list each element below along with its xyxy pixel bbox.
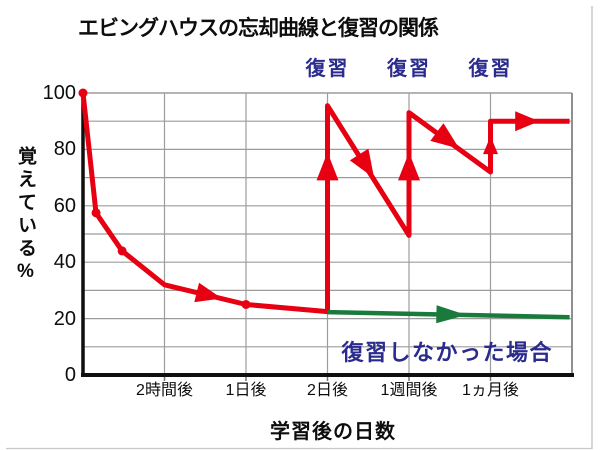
review-label: 復習 — [305, 58, 350, 80]
data-point — [117, 246, 127, 256]
data-point — [91, 208, 101, 218]
arrowhead-red — [430, 123, 460, 149]
y-tick-label: 40 — [53, 251, 76, 274]
y-axis-label: 覚えている% — [15, 146, 36, 286]
arrowhead-red — [515, 111, 540, 132]
x-axis-label: 学習後の日数 — [270, 421, 396, 443]
y-tick-label: 80 — [53, 138, 76, 161]
x-tick-label: 2時間後 — [136, 382, 193, 399]
y-tick-label: 0 — [64, 364, 76, 386]
data-point — [78, 88, 88, 98]
chart-title: エビングハウスの忘却曲線と復習の関係 — [78, 17, 439, 40]
arrowhead-red — [398, 152, 420, 181]
review-label: 復習 — [387, 58, 431, 80]
arrowhead-green — [436, 305, 467, 324]
x-tick-label: 2日後 — [307, 382, 348, 399]
arrowhead-red — [483, 136, 498, 155]
no-review-label: 復習しなかった場合 — [341, 340, 554, 366]
series-line-red — [80, 92, 570, 315]
x-tick-label: 1週間後 — [380, 382, 438, 399]
y-tick-label: 100 — [42, 82, 76, 104]
data-point — [241, 300, 251, 309]
review-label: 復習 — [468, 58, 513, 80]
arrowhead-red — [349, 148, 375, 179]
x-tick-label: 1ヵ月後 — [462, 382, 519, 399]
x-tick-label: 1日後 — [225, 382, 267, 399]
arrowhead-red — [194, 282, 222, 303]
y-tick-label: 20 — [53, 307, 76, 330]
y-tick-label: 60 — [53, 194, 76, 217]
arrowhead-red — [316, 152, 339, 181]
